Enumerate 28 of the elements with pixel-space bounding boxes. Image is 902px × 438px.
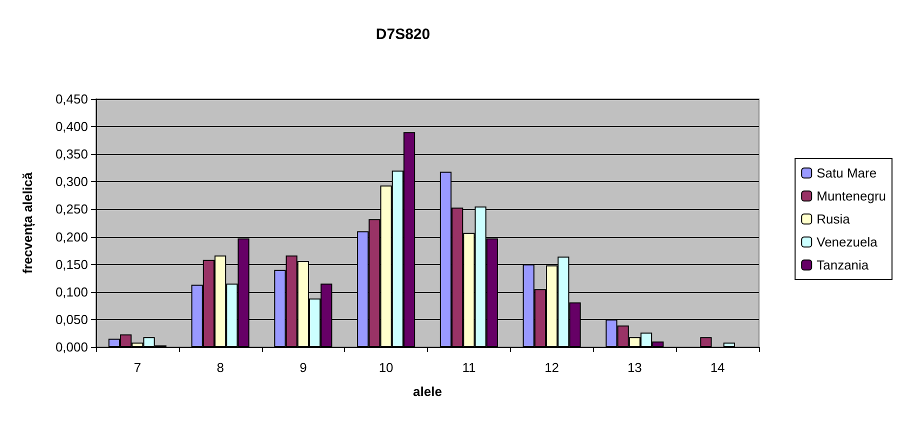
y-tick-label: 0,350 <box>55 146 88 162</box>
x-tick-label: 13 <box>627 360 642 375</box>
x-tick-label: 12 <box>544 360 560 375</box>
x-axis-title: alele <box>413 384 442 399</box>
legend-label: Venezuela <box>816 234 878 250</box>
y-tick-label: 0,200 <box>55 229 88 244</box>
bar <box>700 337 712 347</box>
legend-label: Tanzania <box>816 258 870 272</box>
y-tick-label: 0,400 <box>55 119 88 134</box>
x-tick-label: 11 <box>462 360 476 375</box>
legend-label: Muntenegru <box>816 188 886 204</box>
x-tick-label: 10 <box>378 360 394 375</box>
y-tick-label: 0,000 <box>55 340 88 354</box>
y-tick-label: 0,050 <box>55 312 88 327</box>
y-tick-label: 0,100 <box>55 284 88 300</box>
y-tick-label: 0,250 <box>55 202 88 217</box>
chart-title: D7S820 <box>376 26 430 43</box>
bar <box>723 342 735 347</box>
legend-label: Rusia <box>816 212 851 226</box>
y-tick-label: 0,150 <box>55 256 88 272</box>
y-axis-title: frecvența alelică <box>20 172 36 274</box>
y-tick-label: 0,300 <box>55 174 88 190</box>
x-tick-label: 7 <box>134 360 142 375</box>
x-tick-label: 14 <box>710 360 725 375</box>
x-tick-label: 8 <box>216 360 224 375</box>
legend-label: Satu Mare <box>816 166 877 180</box>
x-tick-label: 9 <box>300 360 307 375</box>
y-tick-label: 0,450 <box>55 92 88 106</box>
